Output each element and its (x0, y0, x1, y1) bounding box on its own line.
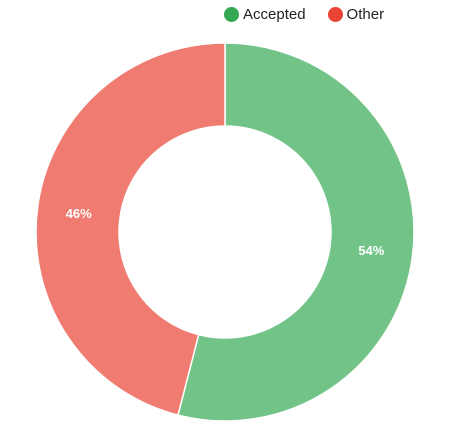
donut-slices (35, 42, 415, 422)
donut-slice-other[interactable] (35, 42, 226, 416)
legend-label-other: Other (346, 6, 385, 23)
legend-swatch-accepted (224, 7, 239, 22)
slice-label-other: 46% (66, 206, 92, 221)
legend-swatch-other (327, 7, 343, 22)
donut-slice-labels: 54% 46% (66, 206, 385, 258)
legend-item-accepted[interactable]: Accepted (224, 6, 306, 23)
legend-item-other[interactable]: Other (327, 6, 385, 23)
chart-legend: Accepted Other (224, 6, 384, 23)
donut-slice-accepted[interactable] (177, 42, 415, 422)
slice-label-accepted: 54% (358, 243, 384, 258)
legend-label-accepted: Accepted (243, 6, 306, 23)
